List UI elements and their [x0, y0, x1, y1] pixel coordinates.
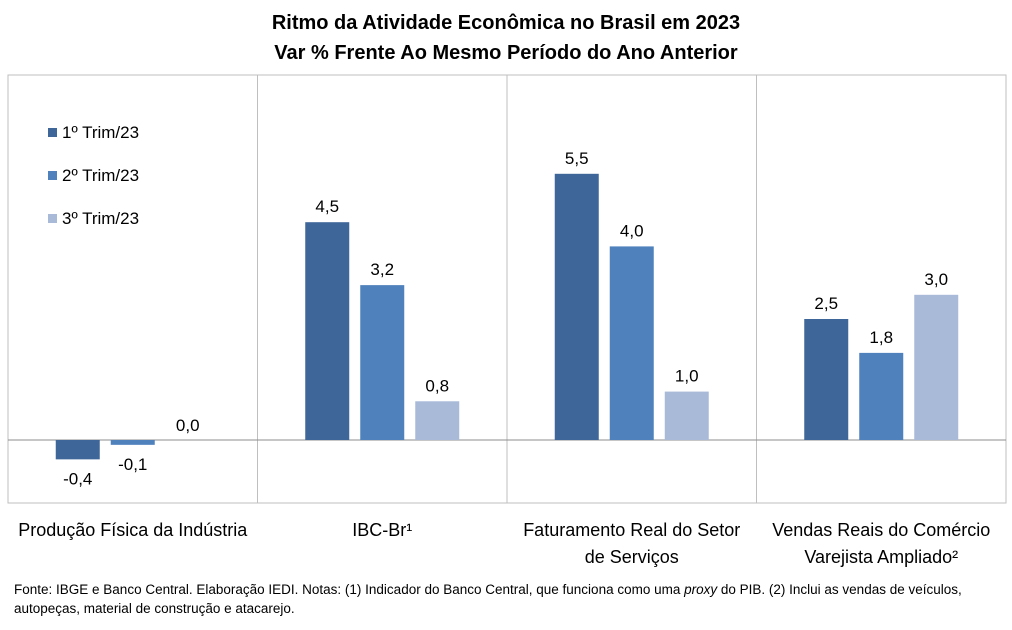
footnote: Fonte: IBGE e Banco Central. Elaboração …: [14, 580, 974, 618]
bar: [859, 352, 904, 440]
footnote-italic: proxy: [684, 582, 718, 597]
data-label: -0,1: [118, 455, 147, 474]
data-label: 4,0: [620, 221, 644, 240]
data-label: 2,5: [814, 294, 838, 313]
legend-label: 1º Trim/23: [62, 123, 139, 142]
legend-swatch: [48, 171, 57, 180]
legend-label: 3º Trim/23: [62, 209, 139, 228]
legend-label: 2º Trim/23: [62, 166, 139, 185]
data-label: 0,8: [425, 376, 449, 395]
bar: [110, 440, 155, 445]
category-label: Produção Física da Indústria: [18, 520, 248, 540]
bar: [804, 319, 849, 440]
chart-title: Ritmo da Atividade Econômica no Brasil e…: [271, 12, 741, 34]
bar: [305, 222, 350, 440]
bar: [609, 246, 654, 440]
category-label: de Serviços: [585, 547, 679, 567]
category-label: Vendas Reais do Comércio: [772, 520, 990, 540]
data-label: 1,8: [869, 328, 893, 347]
legend-swatch: [48, 128, 57, 137]
footnote-text-2: do PIB. (2) Inclui as vendas de veículos…: [14, 582, 962, 616]
bar: [55, 440, 100, 460]
category-label: IBC-Br¹: [352, 520, 412, 540]
data-label: 0,0: [176, 416, 200, 435]
legend-swatch: [48, 214, 57, 223]
bar: [415, 401, 460, 440]
category-label: Varejista Ampliado²: [804, 547, 958, 567]
chart-subtitle: Var % Frente Ao Mesmo Período do Ano Ant…: [274, 42, 738, 64]
bar: [360, 285, 405, 440]
data-label: 3,0: [924, 270, 948, 289]
data-label: 5,5: [565, 149, 589, 168]
data-label: 4,5: [315, 197, 339, 216]
bar: [664, 391, 709, 440]
bar: [554, 173, 599, 441]
category-label: Faturamento Real do Setor: [523, 520, 740, 540]
data-label: -0,4: [63, 469, 92, 488]
footnote-text-1: Fonte: IBGE e Banco Central. Elaboração …: [14, 582, 685, 597]
bar: [914, 294, 959, 440]
data-label: 1,0: [675, 367, 699, 386]
data-label: 3,2: [370, 260, 394, 279]
